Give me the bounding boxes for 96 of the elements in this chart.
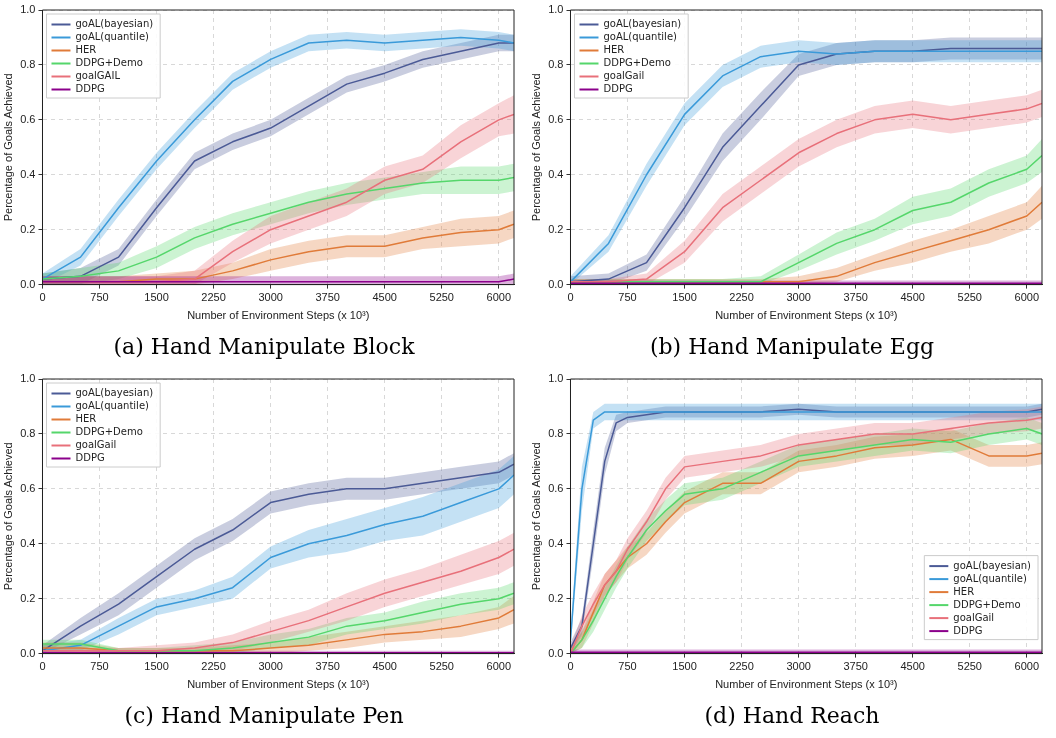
x-axis-title: Number of Environment Steps (x 10³) [715,309,898,322]
legend-label: DDPG+Demo [75,57,143,69]
x-tick-label: 0 [39,291,46,304]
y-tick-label: 0.2 [20,222,36,235]
x-tick-label: 6000 [1014,291,1040,304]
legend-label: goAL(bayesian) [75,387,154,399]
legend-label: goAL(bayesian) [603,18,682,30]
legend-label: DDPG+Demo [603,57,671,69]
legend-label: HER [603,44,625,56]
x-tick-label: 6000 [486,660,512,673]
legend-label: HER [75,44,97,56]
y-tick-label: 1.0 [548,372,564,385]
y-tick-label: 0.8 [548,57,564,70]
x-tick-label: 1500 [672,291,697,304]
x-tick-label: 3000 [786,660,811,673]
x-tick-label: 5250 [429,291,454,304]
legend-label: goalGail [75,439,117,451]
y-tick-label: 0.4 [20,536,36,549]
x-tick-label: 3000 [258,660,283,673]
x-tick-label: 3750 [315,660,340,673]
x-tick-label: 2250 [729,291,754,304]
x-tick-label: 5250 [429,660,454,673]
y-tick-label: 1.0 [548,3,564,16]
x-tick-label: 1500 [144,291,169,304]
x-tick-label: 750 [90,291,109,304]
x-tick-label: 2250 [201,660,226,673]
legend-label: goAL(quantile) [953,572,1027,584]
y-tick-label: 0.0 [20,646,36,659]
x-tick-label: 2250 [729,660,754,673]
y-tick-label: 0.4 [548,536,564,549]
x-tick-label: 0 [39,660,46,673]
x-tick-label: 4500 [372,660,397,673]
x-axis-title: Number of Environment Steps (x 10³) [187,309,370,322]
y-axis-title: Percentage of Goals Achieved [1,442,14,591]
legend-label: HER [953,585,975,597]
y-tick-label: 0.0 [548,277,564,290]
y-tick-label: 0.2 [548,591,564,604]
x-tick-label: 4500 [900,291,925,304]
legend-label: DDPG [75,83,105,95]
x-tick-label: 3000 [786,291,811,304]
y-tick-label: 0.8 [20,57,36,70]
y-tick-label: 0.4 [20,167,36,180]
legend-label: HER [75,413,97,425]
x-tick-label: 5250 [957,660,982,673]
y-axis-title: Percentage of Goals Achieved [1,73,14,222]
text: (d) Hand Reach [703,702,881,730]
legend-label: goAL(bayesian) [75,18,154,30]
x-tick-label: 3750 [315,291,340,304]
x-tick-label: 750 [618,291,637,304]
x-tick-label: 4500 [900,660,925,673]
x-tick-label: 0 [567,660,574,673]
legend-label: DDPG+Demo [75,426,143,438]
legend-label: DDPG [603,83,633,95]
y-tick-label: 0.0 [20,277,36,290]
text: (a) Hand Manipulate Block [112,333,416,361]
text: (c) Hand Manipulate Pen [123,702,405,730]
legend-label: goAL(quantile) [75,400,150,412]
x-tick-label: 6000 [486,291,512,304]
y-tick-label: 0.6 [20,481,36,494]
y-axis-title: Percentage of Goals Achieved [529,73,542,222]
x-tick-label: 750 [90,660,109,673]
legend-label: goalGail [953,611,995,623]
legend-label: goalGAIL [75,70,121,82]
x-tick-label: 1500 [672,660,697,673]
y-tick-label: 0.2 [20,591,36,604]
x-tick-label: 1500 [144,660,169,673]
x-tick-label: 0 [567,291,574,304]
x-axis-title: Number of Environment Steps (x 10³) [715,678,898,691]
y-tick-label: 0.4 [548,167,564,180]
legend-label: goAL(bayesian) [953,559,1032,571]
y-tick-label: 0.8 [548,426,564,439]
y-tick-label: 0.0 [548,646,564,659]
x-tick-label: 750 [618,660,637,673]
legend-label: goAL(quantile) [75,31,150,43]
y-tick-label: 1.0 [20,3,36,16]
x-tick-label: 3750 [843,291,868,304]
y-tick-label: 0.8 [20,426,36,439]
text: (b) Hand Manipulate Egg [648,333,936,361]
x-tick-label: 4500 [372,291,397,304]
x-axis-title: Number of Environment Steps (x 10³) [187,678,370,691]
legend-label: goalGail [603,70,645,82]
x-tick-label: 2250 [201,291,226,304]
y-tick-label: 0.6 [20,112,36,125]
legend-label: DDPG+Demo [953,598,1021,610]
y-tick-label: 0.6 [548,481,564,494]
y-axis-title: Percentage of Goals Achieved [529,442,542,591]
x-tick-label: 6000 [1014,660,1040,673]
x-tick-label: 3750 [843,660,868,673]
y-tick-label: 1.0 [20,372,36,385]
y-tick-label: 0.6 [548,112,564,125]
legend-label: DDPG [953,624,983,636]
x-tick-label: 5250 [957,291,982,304]
legend-label: goAL(quantile) [603,31,678,43]
x-tick-label: 3000 [258,291,283,304]
y-tick-label: 0.2 [548,222,564,235]
legend-label: DDPG [75,452,105,464]
